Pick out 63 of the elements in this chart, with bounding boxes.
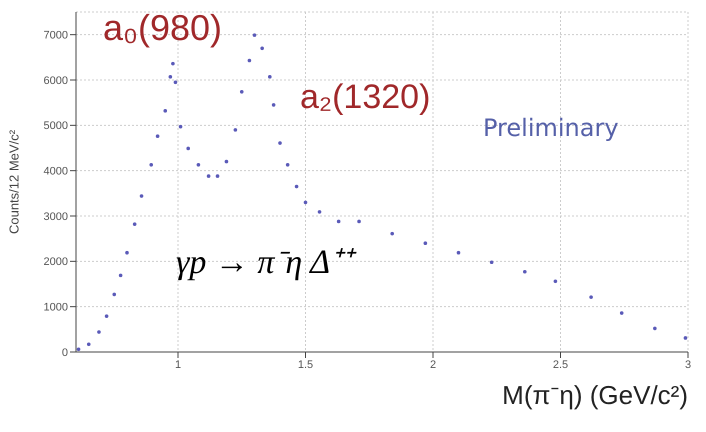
x-tick-label: 1 xyxy=(174,358,182,371)
point xyxy=(456,250,460,255)
point xyxy=(252,33,256,37)
point xyxy=(140,194,144,198)
x-tick-label: 3 xyxy=(684,358,692,371)
y-tick-label: 4000 xyxy=(44,166,68,178)
point xyxy=(554,279,558,284)
point xyxy=(424,241,428,245)
point xyxy=(278,141,282,145)
point xyxy=(260,46,264,50)
y-tick-label: 1000 xyxy=(44,302,68,314)
annotation: a₀(980) xyxy=(103,7,222,48)
point xyxy=(523,270,527,274)
point xyxy=(620,311,624,315)
point xyxy=(684,336,688,340)
point xyxy=(216,174,220,178)
annotation: a₂(1320) xyxy=(300,78,430,116)
annotation: Preliminary xyxy=(483,114,619,142)
point xyxy=(171,62,175,66)
y-tick-label: 3000 xyxy=(44,210,68,223)
y-tick-label: 2000 xyxy=(44,256,68,268)
point xyxy=(490,260,494,264)
point xyxy=(234,128,238,132)
y-tick-label: 5000 xyxy=(44,120,68,132)
point xyxy=(174,80,178,84)
point xyxy=(125,250,129,255)
point xyxy=(653,326,657,330)
point xyxy=(206,174,210,178)
point xyxy=(196,162,200,167)
point xyxy=(336,220,340,224)
point xyxy=(76,347,80,352)
point xyxy=(589,295,593,299)
point xyxy=(248,58,252,62)
point xyxy=(224,160,228,164)
point xyxy=(104,314,108,318)
point xyxy=(268,75,272,79)
point xyxy=(97,330,101,334)
x-tick-label: 1.5 xyxy=(298,358,314,371)
point xyxy=(318,210,322,214)
point xyxy=(357,220,361,224)
point xyxy=(149,162,154,167)
y-tick-label: 6000 xyxy=(44,74,68,87)
point xyxy=(272,103,276,107)
point xyxy=(132,222,136,226)
y-tick-label: 7000 xyxy=(44,30,68,42)
point xyxy=(390,232,394,236)
x-tick-label: 2.5 xyxy=(552,358,568,371)
point xyxy=(286,162,290,167)
point xyxy=(163,109,168,113)
point xyxy=(240,90,244,94)
point xyxy=(178,124,182,128)
x-axis-title: M(π⁻η) (GeV/c²) xyxy=(502,380,688,410)
point xyxy=(118,274,122,278)
x-tick-label: 2 xyxy=(430,358,436,371)
y-axis-title: Counts/12 MeV/c² xyxy=(6,129,22,234)
point xyxy=(294,184,298,188)
y-tick-label: 0 xyxy=(62,346,68,359)
point xyxy=(86,342,91,346)
point xyxy=(156,134,160,138)
point xyxy=(304,200,308,204)
point xyxy=(112,292,116,296)
point xyxy=(186,146,190,150)
point xyxy=(168,75,172,79)
